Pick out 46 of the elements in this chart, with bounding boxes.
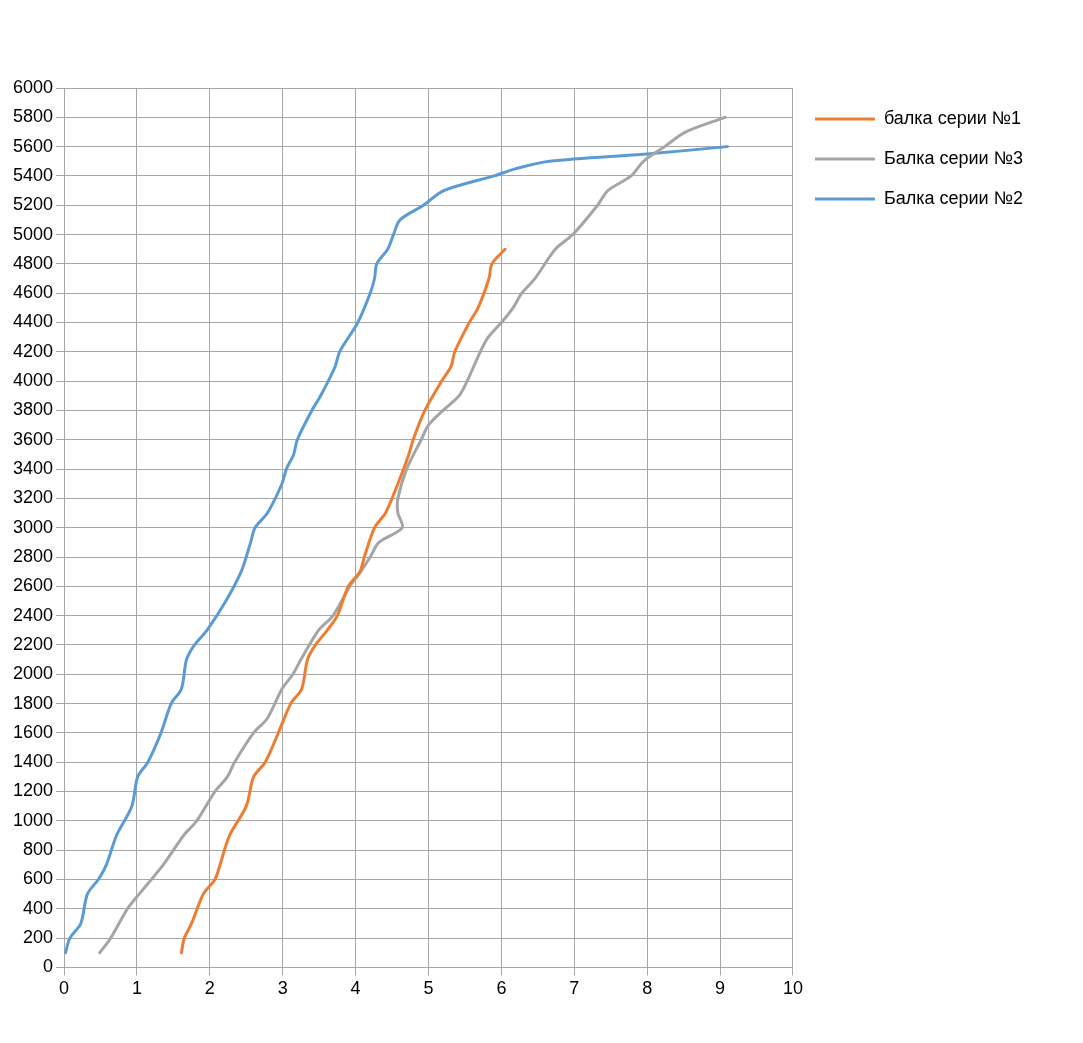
y-tick-label: 1200 [13,780,54,801]
y-tick-label: 200 [23,927,54,948]
y-tick-label: 1400 [13,751,54,772]
legend-label: балка серии №1 [883,107,1022,128]
x-tick-label: 6 [496,978,507,999]
y-tick-label: 4200 [13,340,54,361]
y-tick-label: 5400 [13,164,54,185]
x-tick-label: 7 [569,978,580,999]
y-tick-label: 1600 [13,721,54,742]
y-tick-label: 800 [23,839,54,860]
y-tick-label: 5200 [13,194,54,215]
y-tick-label: 1800 [13,692,54,713]
y-tick-label: 5600 [13,135,54,156]
x-tick-label: 1 [131,978,142,999]
y-tick-label: 2600 [13,575,54,596]
line-series [179,247,507,955]
y-tick-label: 4600 [13,282,54,303]
y-tick-label: 400 [23,897,54,918]
y-tick-label: 3800 [13,399,54,420]
x-tick-label: 10 [782,978,803,999]
x-tick-label: 8 [642,978,653,999]
y-tick-label: 2000 [13,663,54,684]
x-tick-label: 9 [715,978,726,999]
y-tick-label: 4000 [13,370,54,391]
x-tick-label: 5 [423,978,434,999]
y-tick-label: 0 [43,956,54,977]
x-tick-label: 0 [59,978,70,999]
y-tick-label: 5800 [13,106,54,127]
legend-label: Балка серии №2 [883,187,1023,208]
y-tick-label: 600 [23,868,54,889]
y-tick-label: 3400 [13,458,54,479]
y-tick-label: 6000 [13,76,54,97]
y-tick-label: 2400 [13,604,54,625]
y-tick-label: 5000 [13,223,54,244]
y-tick-label: 4800 [13,252,54,273]
x-tick-label: 2 [204,978,215,999]
x-tick-label: 4 [350,978,361,999]
y-tick-label: 1000 [13,809,54,830]
y-tick-label: 2200 [13,633,54,654]
y-tick-label: 3600 [13,428,54,449]
y-tick-label: 3200 [13,487,54,508]
y-tick-label: 3000 [13,516,54,537]
y-tick-label: 4400 [13,311,54,332]
x-tick-label: 3 [277,978,288,999]
legend-label: Балка серии №3 [883,147,1023,168]
y-tick-label: 2800 [13,545,54,566]
